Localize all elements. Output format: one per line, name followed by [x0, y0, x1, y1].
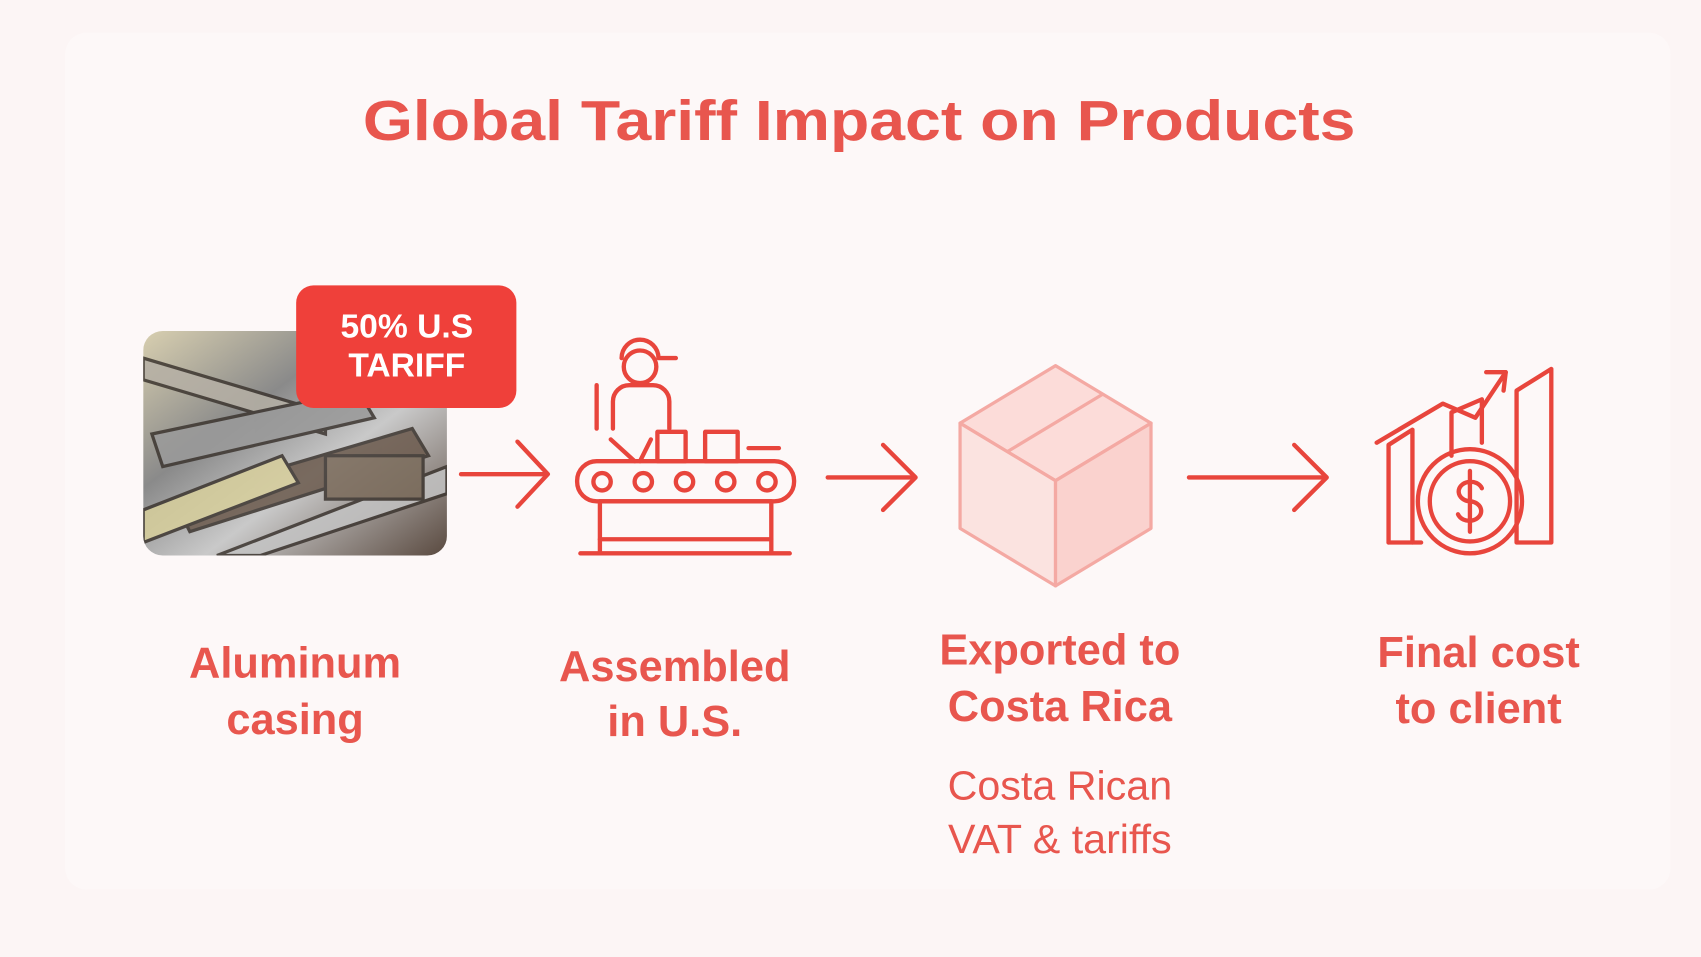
step-note: VAT & tariffs	[948, 816, 1172, 862]
step-note: Costa Rican	[948, 763, 1173, 809]
box-icon	[958, 364, 1153, 588]
arrow	[825, 442, 918, 513]
step-label: Assembled	[559, 643, 790, 691]
arrow	[1186, 442, 1329, 513]
step-label: Final cost	[1377, 629, 1579, 677]
panel	[65, 32, 1671, 890]
assembly-icon	[574, 337, 797, 556]
title: Global Tariff Impact on Products	[363, 89, 1356, 152]
step-label: Costa Rica	[948, 683, 1173, 731]
tariff-badge	[296, 285, 517, 408]
cost-icon	[1374, 366, 1554, 556]
step-label: to client	[1395, 685, 1561, 733]
step-label: Aluminum	[189, 640, 401, 688]
aluminum-image	[143, 330, 447, 556]
step-label: in U.S.	[607, 698, 742, 746]
badge-text: TARIFF	[348, 348, 465, 385]
arrow	[458, 439, 551, 509]
step-label: casing	[226, 696, 363, 744]
step-label: Exported to	[939, 627, 1180, 675]
badge-text: 50% U.S	[340, 309, 473, 346]
